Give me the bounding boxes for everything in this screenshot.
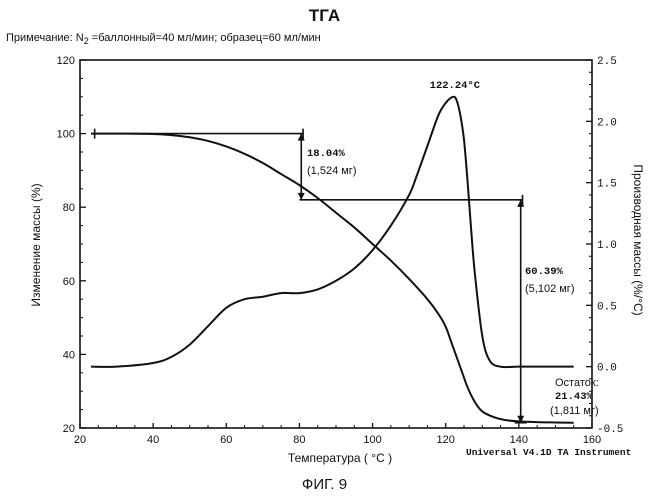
plot-frame [79, 59, 593, 429]
note-prefix: Примечание: N [6, 32, 84, 44]
y-right-tick-label: 2.0 [597, 117, 617, 129]
step1-arrow-arrowhead-bottom [297, 192, 305, 200]
y-right-tick-label: 0.5 [597, 301, 617, 313]
note-suffix: =баллонный=40 мл/мин; образец=60 мл/мин [88, 32, 321, 44]
step1-percent: 18.04% [307, 148, 346, 160]
y-right-tick-label: 1.5 [597, 179, 617, 191]
residue-mass: (1,811 мг) [550, 405, 599, 417]
residue-percent: 21.43% [555, 391, 594, 403]
y-right-axis-label: Производная массы (%/°C) [631, 164, 645, 315]
step1-arrow-arrowhead-top [297, 133, 305, 141]
step2-percent: 60.39% [525, 266, 564, 278]
x-tick-label: 60 [220, 434, 232, 446]
instrument-label: Universal V4.1D TA Instrument [466, 447, 631, 458]
step2-arrow-arrowhead-top [517, 199, 525, 207]
y-left-tick-label: 120 [57, 55, 75, 67]
x-axis-label: Температура ( °C ) [288, 451, 392, 465]
y-left-axis-label: Изменение массы (%) [29, 183, 43, 306]
x-tick-label: 120 [437, 434, 455, 446]
note-subscript: 2 [83, 36, 89, 47]
chart-title: ТГА [308, 6, 341, 25]
tga-chart: 20 40 60 80 100 120 140 160 20 40 60 80 100 120 -0.5 0.… [29, 55, 645, 465]
y-left-tick-label: 20 [63, 423, 75, 435]
x-tick-label: 20 [74, 434, 86, 446]
step1-mass: (1,524 мг) [307, 165, 356, 177]
x-tick-label: 140 [510, 434, 528, 446]
y-right-tick-label: -0.5 [597, 424, 623, 436]
x-tick-label: 40 [147, 434, 159, 446]
step2-mass: (5,102 мг) [525, 283, 574, 295]
y-left-tick-label: 80 [63, 202, 75, 214]
experiment-note: Примечание: N2 =баллонный=40 мл/мин; обр… [6, 32, 321, 46]
x-tick-label: 160 [583, 434, 601, 446]
y-right-tick-label: 0.0 [597, 363, 617, 375]
y-left-tick-label: 40 [63, 349, 75, 361]
y-right-tick-label: 2.5 [597, 56, 617, 68]
mass-curve [90, 132, 574, 424]
derivative-curve [90, 95, 574, 369]
y-right-tick-label: 1.0 [597, 240, 617, 252]
peak-label: 122.24°C [430, 80, 481, 92]
residue-label: Остаток: [555, 377, 599, 389]
y-left-tick-label: 100 [57, 129, 75, 141]
x-tick-label: 100 [363, 434, 381, 446]
y-left-tick-label: 60 [63, 276, 75, 288]
figure-caption: ФИГ. 9 [301, 476, 348, 493]
x-tick-label: 80 [293, 434, 305, 446]
step2-arrow-arrowhead-bottom [517, 415, 525, 423]
